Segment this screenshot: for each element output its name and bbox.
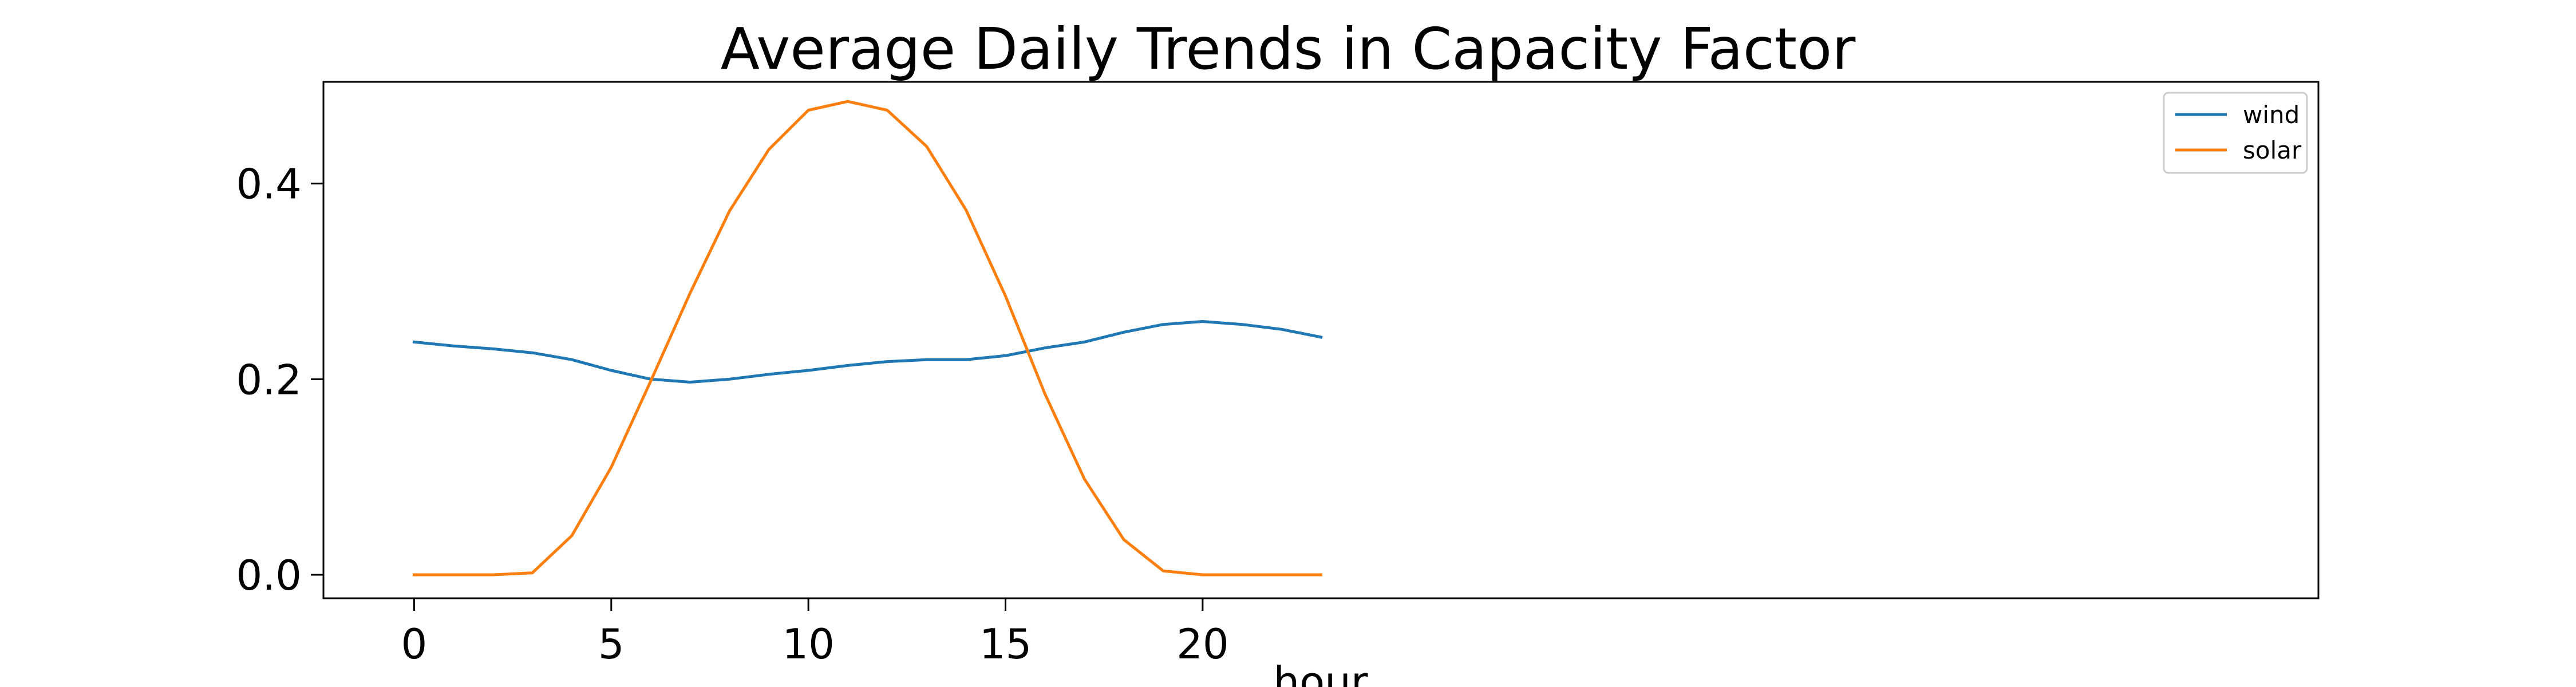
y-axis-ticks: 0.0 0.2 0.4 [236, 160, 323, 599]
y-tick-label: 0.0 [236, 551, 302, 599]
series-lines [412, 100, 1323, 577]
y-tick-label: 0.2 [236, 356, 302, 404]
legend-frame [2163, 92, 2308, 174]
x-tick-label: 0 [401, 620, 428, 668]
series-line-solar [412, 100, 1322, 577]
x-axis-label: hour [1274, 658, 1368, 687]
legend: wind solar [2163, 92, 2308, 174]
series-line-wind [412, 320, 1323, 384]
y-tick-label: 0.4 [236, 160, 302, 208]
legend-label-solar: solar [2243, 136, 2302, 164]
x-axis-ticks: 0 5 10 15 20 [401, 598, 1229, 668]
legend-label-wind: wind [2243, 101, 2300, 129]
chart-title: Average Daily Trends in Capacity Factor [721, 15, 1856, 82]
x-tick-label: 15 [979, 620, 1032, 668]
x-tick-label: 20 [1176, 620, 1229, 668]
x-tick-label: 5 [598, 620, 625, 668]
plot-frame [322, 81, 2320, 599]
x-tick-label: 10 [782, 620, 835, 668]
